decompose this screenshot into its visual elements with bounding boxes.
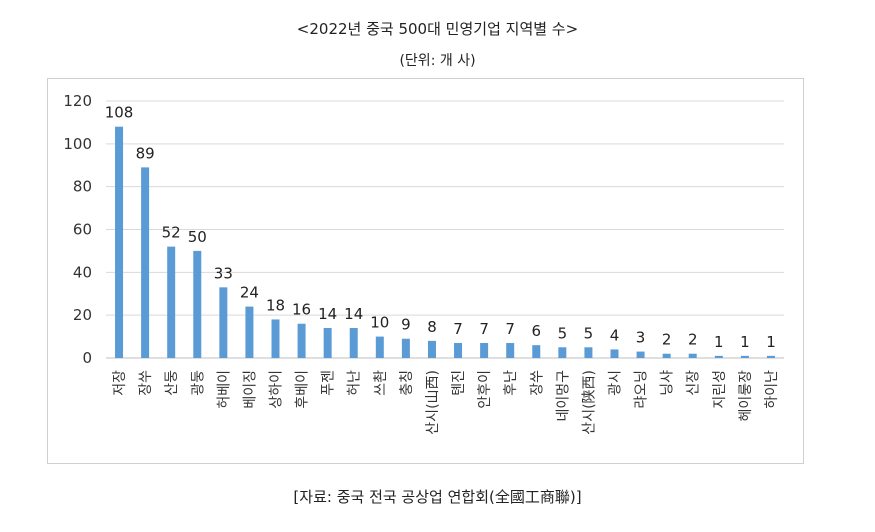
x-tick-label: 랴오닝 xyxy=(634,370,650,409)
x-tick-label: 베이징 xyxy=(242,370,258,409)
data-label: 18 xyxy=(266,296,285,314)
data-label: 33 xyxy=(214,264,233,282)
bar xyxy=(532,345,541,358)
bar xyxy=(297,323,306,358)
data-label: 7 xyxy=(505,320,515,338)
bar xyxy=(714,355,723,358)
data-label: 5 xyxy=(584,324,594,342)
data-label: 1 xyxy=(714,333,724,351)
x-tick-label: 광둥 xyxy=(190,370,206,396)
data-label: 108 xyxy=(105,104,134,122)
bar xyxy=(323,328,332,358)
x-tick-label: 충칭 xyxy=(399,370,415,396)
x-tick-label: 쓰촨 xyxy=(373,370,389,396)
bar xyxy=(506,343,515,358)
y-tick-label: 20 xyxy=(73,306,92,324)
bar xyxy=(610,349,619,358)
data-label: 2 xyxy=(662,331,672,349)
bar xyxy=(219,287,228,358)
data-label: 14 xyxy=(344,305,363,323)
data-label: 4 xyxy=(610,326,620,344)
data-label: 89 xyxy=(136,144,155,162)
chart-area xyxy=(47,78,804,464)
bar xyxy=(688,353,697,358)
y-tick-label: 60 xyxy=(73,221,92,239)
data-label: 16 xyxy=(292,301,311,319)
data-label: 3 xyxy=(636,329,646,347)
bar xyxy=(740,355,749,358)
bar xyxy=(558,347,567,358)
x-tick-label: 네이멍구 xyxy=(555,370,571,422)
bar xyxy=(245,306,254,358)
data-label: 9 xyxy=(401,316,411,334)
x-tick-label: 지린성 xyxy=(712,370,728,409)
x-tick-label: 상하이 xyxy=(269,370,285,409)
data-label: 8 xyxy=(427,318,437,336)
bar xyxy=(193,250,202,358)
data-label: 24 xyxy=(240,284,259,302)
chart-subtitle: (단위: 개 사) xyxy=(399,53,476,69)
data-label: 5 xyxy=(558,324,568,342)
x-tick-label: 푸젠 xyxy=(321,370,337,396)
x-tick-label: 닝샤 xyxy=(660,370,676,396)
x-tick-label: 안후이 xyxy=(477,370,493,409)
bar xyxy=(480,343,489,358)
bar xyxy=(271,319,280,358)
x-tick-label: 신장 xyxy=(686,370,702,396)
bar xyxy=(141,167,150,358)
x-tick-label: 저장 xyxy=(112,370,128,396)
x-tick-label: 장쑤 xyxy=(138,370,154,396)
bar xyxy=(636,351,645,358)
x-tick-label: 톈진 xyxy=(451,370,467,396)
x-tick-label: 하이난 xyxy=(764,370,780,409)
y-tick-label: 40 xyxy=(73,263,92,281)
x-tick-label: 장쑤 xyxy=(529,370,545,396)
bar xyxy=(662,353,671,358)
bar xyxy=(454,343,463,358)
bar xyxy=(766,355,775,358)
y-tick-label: 100 xyxy=(63,135,92,153)
data-label: 7 xyxy=(479,320,489,338)
data-label: 10 xyxy=(370,314,389,332)
source-note: [자료: 중국 전국 공상업 연합회(全國工商聯)] xyxy=(293,488,582,506)
y-tick-label: 80 xyxy=(73,178,92,196)
bar xyxy=(167,246,176,358)
x-tick-label: 광시 xyxy=(608,370,624,396)
x-tick-label: 허난 xyxy=(347,370,363,396)
x-tick-label: 산둥 xyxy=(164,370,180,396)
x-tick-label: 산시(山西) xyxy=(425,370,441,435)
data-label: 2 xyxy=(688,331,698,349)
data-label: 7 xyxy=(453,320,463,338)
bar xyxy=(375,336,384,358)
bar xyxy=(115,126,124,358)
data-label: 1 xyxy=(740,333,750,351)
data-label: 14 xyxy=(318,305,337,323)
x-tick-label: 산시(陕西) xyxy=(581,370,597,435)
x-tick-label: 후베이 xyxy=(295,370,311,409)
y-tick-label: 120 xyxy=(63,92,92,110)
data-label: 50 xyxy=(188,228,207,246)
data-label: 52 xyxy=(162,224,181,242)
data-label: 6 xyxy=(531,322,541,340)
x-tick-label: 허베이 xyxy=(216,370,232,409)
bar xyxy=(349,328,358,358)
bar xyxy=(401,338,410,358)
x-tick-label: 헤이룽장 xyxy=(738,370,754,422)
data-label: 1 xyxy=(766,333,776,351)
x-tick-label: 후난 xyxy=(503,370,519,396)
bar xyxy=(427,340,436,358)
bar xyxy=(584,347,593,358)
chart-title: <2022년 중국 500대 민영기업 지역별 수> xyxy=(296,20,579,38)
y-tick-label: 0 xyxy=(82,349,92,367)
